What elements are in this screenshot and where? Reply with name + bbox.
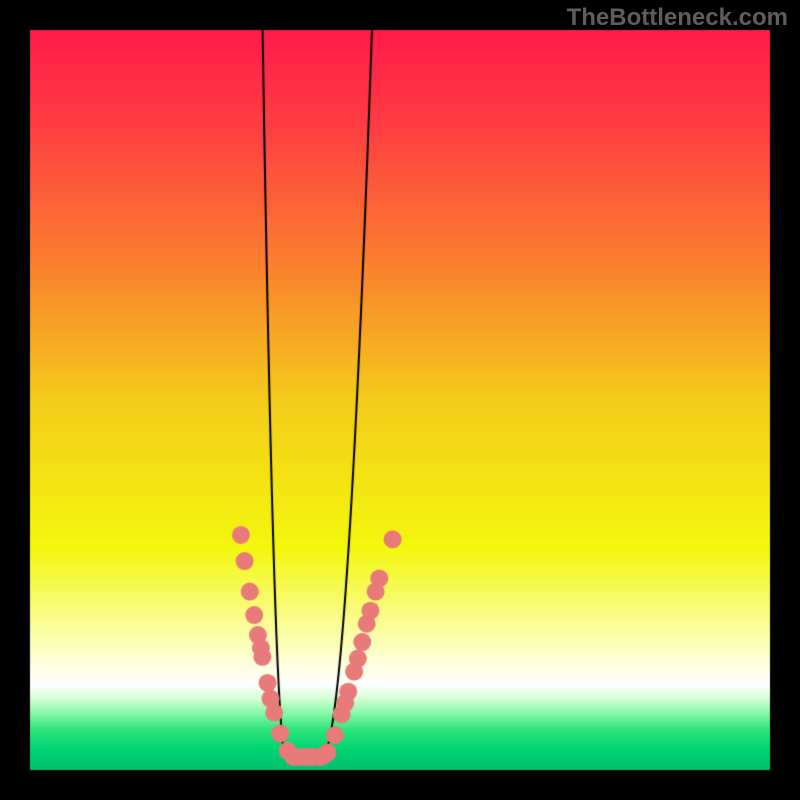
bottleneck-chart-canvas — [0, 0, 800, 800]
